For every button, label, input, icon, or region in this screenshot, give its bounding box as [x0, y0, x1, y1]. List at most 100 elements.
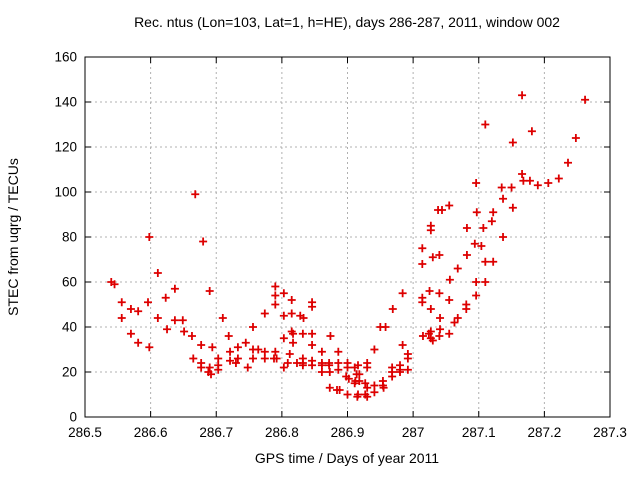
data-point	[170, 284, 179, 293]
data-point	[435, 332, 444, 340]
y-tick-label: 80	[62, 230, 77, 245]
data-point	[197, 363, 206, 372]
data-point	[508, 138, 517, 147]
data-point	[470, 239, 479, 248]
data-point	[396, 368, 404, 376]
data-point	[445, 329, 454, 338]
data-point	[126, 329, 135, 338]
data-point	[363, 383, 372, 392]
x-axis-label: GPS time / Days of year 2011	[255, 450, 439, 466]
data-point	[462, 251, 471, 259]
data-point	[308, 302, 317, 311]
data-point	[199, 237, 208, 246]
data-point	[403, 365, 412, 374]
data-point	[445, 296, 454, 304]
y-tick-label: 140	[54, 95, 77, 110]
data-point	[525, 176, 534, 185]
data-point	[189, 354, 198, 363]
y-tick-label: 160	[54, 50, 77, 65]
x-tick-label: 286.9	[331, 425, 365, 440]
data-point	[254, 345, 263, 354]
data-point	[508, 203, 517, 212]
data-point	[243, 363, 252, 372]
data-point	[487, 217, 496, 226]
x-tick-label: 286.5	[68, 425, 102, 440]
data-point	[260, 347, 269, 356]
data-point	[481, 120, 490, 129]
data-point	[317, 368, 326, 376]
data-point	[326, 332, 335, 340]
data-point	[518, 91, 527, 100]
x-tick-label: 286.6	[134, 425, 168, 440]
data-point	[489, 257, 498, 266]
data-point	[317, 347, 326, 356]
data-point	[260, 354, 269, 363]
data-point	[110, 280, 119, 289]
data-point	[472, 278, 481, 286]
y-tick-label: 40	[62, 320, 77, 335]
data-point	[117, 314, 126, 322]
data-point	[426, 327, 435, 336]
data-point	[233, 343, 242, 352]
data-point	[334, 347, 343, 356]
data-point	[226, 347, 235, 356]
data-point	[518, 170, 527, 178]
data-point	[453, 264, 462, 273]
data-point	[361, 379, 370, 388]
data-point	[398, 341, 407, 349]
data-point	[145, 233, 154, 241]
data-point	[527, 127, 536, 136]
data-point	[308, 361, 317, 370]
data-point	[370, 381, 379, 390]
y-axis-label: STEC from uqrg / TECUs	[5, 158, 21, 316]
data-point	[472, 291, 481, 300]
data-point	[249, 323, 257, 331]
data-point	[533, 181, 542, 190]
axis-ticks	[84, 56, 611, 418]
data-point	[381, 323, 390, 331]
data-point	[472, 208, 481, 217]
data-point	[497, 183, 506, 192]
data-point	[308, 329, 317, 338]
data-point	[214, 354, 223, 363]
data-point	[279, 311, 288, 320]
data-point	[279, 289, 288, 298]
data-point	[308, 341, 317, 349]
data-point	[445, 201, 454, 210]
y-tick-label: 20	[62, 365, 77, 380]
x-tick-label: 287	[402, 425, 425, 440]
data-point	[418, 260, 427, 268]
data-point	[426, 226, 435, 235]
y-tick-label: 120	[54, 140, 77, 155]
tick-labels: 286.5 286.6 286.7 286.8 286.9 287 287.1 287.2 28…	[54, 50, 626, 441]
data-point	[134, 338, 143, 347]
data-point	[435, 251, 444, 259]
data-point	[436, 325, 445, 334]
data-point	[355, 377, 364, 385]
data-point	[224, 332, 233, 340]
data-point	[477, 242, 486, 250]
x-tick-label: 286.8	[265, 425, 299, 440]
data-point	[418, 298, 427, 307]
data-point	[363, 363, 372, 372]
data-point	[260, 309, 269, 318]
data-point	[145, 343, 154, 352]
x-tick-label: 286.7	[199, 425, 233, 440]
data-point	[298, 329, 307, 338]
data-point	[354, 390, 362, 399]
data-point	[180, 327, 189, 336]
data-point	[191, 190, 200, 199]
data-point	[436, 314, 445, 322]
data-point	[428, 253, 437, 262]
data-point	[317, 361, 326, 370]
data-point	[489, 208, 498, 217]
data-point	[462, 224, 471, 232]
data-point	[472, 179, 481, 187]
data-point	[507, 183, 516, 192]
data-point	[218, 314, 227, 322]
data-point	[153, 269, 162, 277]
data-point	[438, 206, 446, 214]
data-point	[233, 354, 242, 363]
data-point	[426, 305, 435, 313]
